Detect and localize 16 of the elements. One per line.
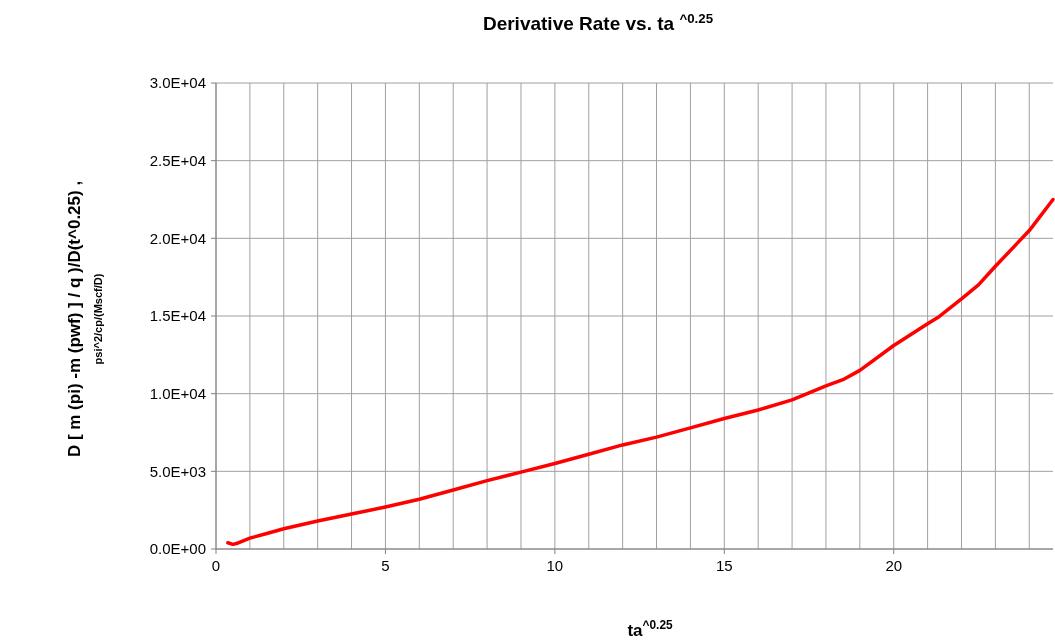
- x-tick-label: 20: [885, 557, 903, 574]
- x-axis-title: ta$^{^0.25}$: [627, 618, 673, 640]
- y-tick-label: 1.0E+04: [149, 384, 206, 402]
- y-tick-label: 0.0E+00: [149, 540, 206, 558]
- x-tick-label: 0: [211, 557, 221, 574]
- y-tick-label: 2.5E+04: [149, 151, 206, 169]
- x-tick-label: 10: [546, 557, 564, 574]
- y-tick-label: 1.5E+04: [149, 307, 206, 325]
- y-axis-title: D [ m (pi) -m (pwf) ] / q )/D(t^0.25) , psi^2/cp/(Mscf/D): [65, 180, 104, 458]
- x-tick-label: 5: [381, 557, 390, 574]
- y-tick-label: 2.0E+04: [149, 229, 206, 247]
- line-series: [226, 197, 1055, 547]
- x-tick-label: 15: [715, 557, 733, 574]
- y-tick-label: 5.0E+03: [149, 462, 206, 480]
- y-tick-label: 3.0E+04: [149, 74, 206, 92]
- chart-title: Derivative Rate vs. ta $^{^0.25}$: [482, 10, 714, 34]
